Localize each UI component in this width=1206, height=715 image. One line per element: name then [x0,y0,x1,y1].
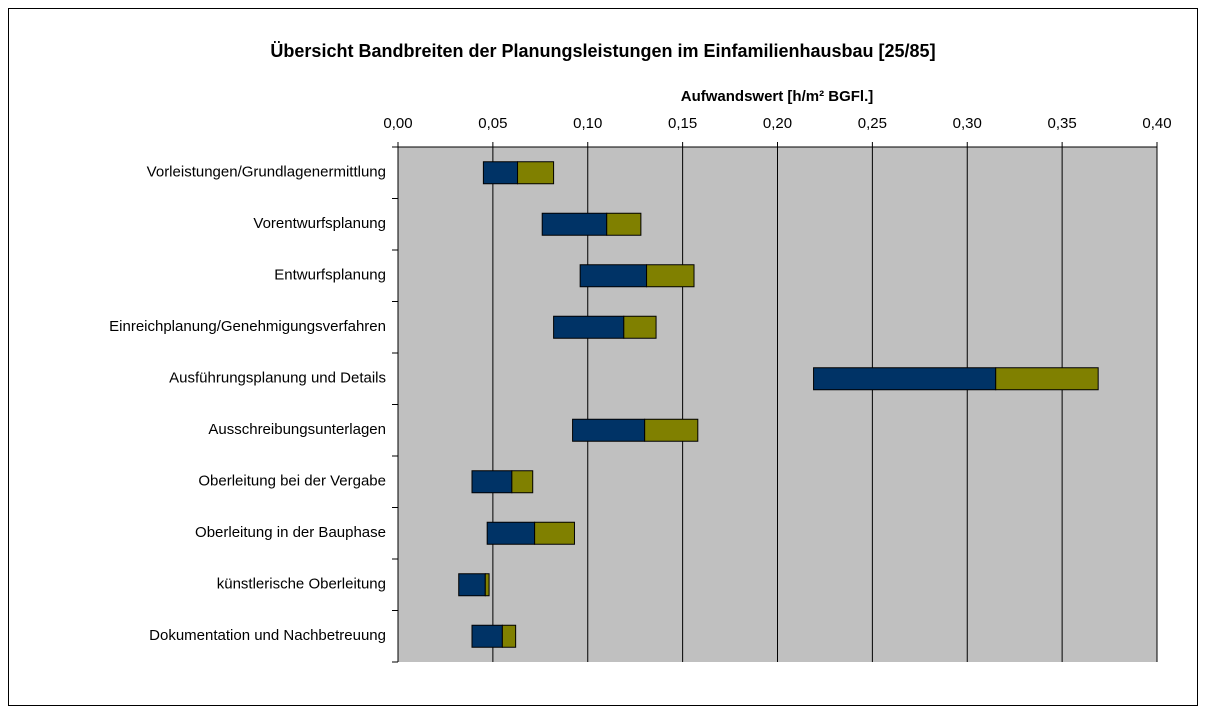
bar-segment [511,470,534,494]
x-tick-label: 0,05 [478,115,507,132]
y-tick-label: Vorentwurfsplanung [253,215,386,232]
x-tick-label: 0,10 [573,115,602,132]
bar-segment [471,470,513,494]
y-tick-label: Oberleitung bei der Vergabe [198,473,386,490]
bar-segment [482,161,519,185]
x-tick-label: 0,25 [858,115,887,132]
bar-segment [458,573,486,597]
bar-segment [517,161,555,185]
bar-segment [553,315,625,339]
bar-segment [486,521,536,545]
bar-segment [606,212,642,236]
y-tick-label: künstlerische Oberleitung [217,576,386,593]
bar-segment [579,264,648,288]
y-tick-label: Oberleitung in der Bauphase [195,524,386,541]
x-tick-label: 0,15 [668,115,697,132]
bar-segment [813,367,997,391]
y-tick-label: Dokumentation und Nachbetreuung [149,627,386,644]
bar-segment [644,418,699,442]
y-tick-label: Einreichplanung/Genehmigungsverfahren [109,318,386,335]
bar-segment [501,624,517,648]
bar-segment [541,212,608,236]
chart-title: Übersicht Bandbreiten der Planungsleistu… [270,41,935,61]
bar-segment [995,367,1099,391]
bar-segment [471,624,503,648]
x-tick-label: 0,00 [383,115,412,132]
y-tick-label: Ausführungsplanung und Details [169,370,386,387]
x-tick-label: 0,30 [953,115,982,132]
x-tick-label: 0,40 [1142,115,1171,132]
y-tick-label: Ausschreibungsunterlagen [208,421,386,438]
bar-segment [646,264,695,288]
bar-segment [484,573,490,597]
bar-segment [572,418,646,442]
x-tick-label: 0,35 [1048,115,1077,132]
y-tick-label: Entwurfsplanung [274,267,386,284]
y-tick-label: Vorleistungen/Grundlagenermittlung [147,164,386,181]
bar-segment [623,315,657,339]
x-axis-label: Aufwandswert [h/m² BGFl.] [681,88,874,105]
x-tick-label: 0,20 [763,115,792,132]
bar-segment [534,521,575,545]
